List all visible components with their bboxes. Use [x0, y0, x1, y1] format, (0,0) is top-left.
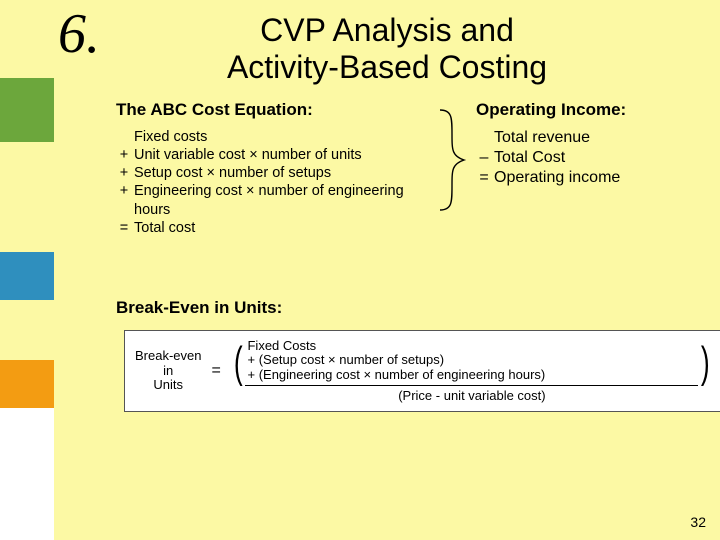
- equation-term: Unit variable cost × number of units: [132, 146, 436, 164]
- slide-title: CVP Analysis and Activity-Based Costing: [54, 0, 720, 86]
- paren-open-icon: (: [234, 341, 243, 385]
- two-columns: The ABC Cost Equation: Fixed costs+Unit …: [116, 100, 720, 237]
- formula-fraction: Fixed Costs+ (Setup cost × number of set…: [245, 339, 698, 404]
- sidebar-stripe: [0, 300, 54, 360]
- formula-lhs-line: Break-even: [135, 349, 201, 364]
- formula-lhs: Break-eveninUnits: [135, 349, 201, 394]
- equation-row: =Total cost: [116, 219, 436, 237]
- sidebar-stripes: [0, 0, 54, 540]
- page-number: 32: [690, 514, 706, 530]
- title-line-1: CVP Analysis and: [54, 12, 720, 49]
- equation-row: Total revenue: [476, 128, 622, 148]
- equation-term: Total cost: [132, 219, 436, 237]
- equation-row: =Operating income: [476, 168, 622, 188]
- equation-row: –Total Cost: [476, 148, 622, 168]
- sidebar-stripe: [0, 78, 54, 142]
- formula-rhs: (Fixed Costs+ (Setup cost × number of se…: [231, 339, 713, 404]
- equation-operator: +: [116, 146, 132, 164]
- operating-income-block: Operating Income: Total revenue–Total Co…: [476, 100, 720, 188]
- sidebar-stripe: [0, 0, 54, 78]
- formula-numerator: Fixed Costs+ (Setup cost × number of set…: [245, 339, 545, 383]
- equation-operator: [476, 128, 492, 148]
- oi-heading: Operating Income:: [476, 100, 720, 120]
- equation-term: Engineering cost × number of engineering…: [132, 182, 436, 218]
- formula-numerator-line: + (Setup cost × number of setups): [247, 353, 545, 368]
- equation-term: Operating income: [492, 168, 622, 188]
- curly-brace-icon: [434, 106, 474, 218]
- equation-operator: +: [116, 182, 132, 218]
- oi-equation-table: Total revenue–Total Cost=Operating incom…: [476, 128, 622, 188]
- formula-layout: Break-eveninUnits=(Fixed Costs+ (Setup c…: [125, 331, 720, 411]
- equation-row: +Unit variable cost × number of units: [116, 146, 436, 164]
- sidebar-stripe: [0, 142, 54, 252]
- equation-term: Fixed costs: [132, 128, 436, 146]
- sidebar-stripe: [0, 408, 54, 540]
- formula-numerator-line: Fixed Costs: [247, 339, 545, 354]
- fraction-bar: [245, 385, 698, 386]
- equation-term: Setup cost × number of setups: [132, 164, 436, 182]
- equation-term: Total Cost: [492, 148, 622, 168]
- formula-denominator: (Price - unit variable cost): [398, 388, 545, 403]
- formula-numerator-line: + (Engineering cost × number of engineer…: [247, 368, 545, 383]
- equation-term: Total revenue: [492, 128, 622, 148]
- formula-lhs-line: Units: [135, 378, 201, 393]
- title-line-2: Activity-Based Costing: [54, 49, 720, 86]
- equation-row: +Setup cost × number of setups: [116, 164, 436, 182]
- slide-main: 6. CVP Analysis and Activity-Based Costi…: [54, 0, 720, 540]
- equation-operator: +: [116, 164, 132, 182]
- equation-operator: =: [476, 168, 492, 188]
- chapter-number: 6.: [58, 6, 100, 62]
- paren-close-icon: ): [701, 341, 710, 385]
- abc-equation-table: Fixed costs+Unit variable cost × number …: [116, 128, 436, 237]
- sidebar-stripe: [0, 360, 54, 408]
- formula-equals: =: [201, 362, 230, 380]
- equation-row: +Engineering cost × number of engineerin…: [116, 182, 436, 218]
- equation-operator: =: [116, 219, 132, 237]
- equation-operator: [116, 128, 132, 146]
- sidebar-stripe: [0, 252, 54, 300]
- breakeven-formula-box: Break-eveninUnits=(Fixed Costs+ (Setup c…: [124, 330, 720, 412]
- abc-heading: The ABC Cost Equation:: [116, 100, 436, 120]
- breakeven-heading: Break-Even in Units:: [116, 298, 282, 318]
- abc-cost-equation-block: The ABC Cost Equation: Fixed costs+Unit …: [116, 100, 436, 237]
- slide: 6. CVP Analysis and Activity-Based Costi…: [0, 0, 720, 540]
- equation-row: Fixed costs: [116, 128, 436, 146]
- equation-operator: –: [476, 148, 492, 168]
- formula-lhs-line: in: [135, 364, 201, 379]
- content-area: The ABC Cost Equation: Fixed costs+Unit …: [116, 100, 720, 237]
